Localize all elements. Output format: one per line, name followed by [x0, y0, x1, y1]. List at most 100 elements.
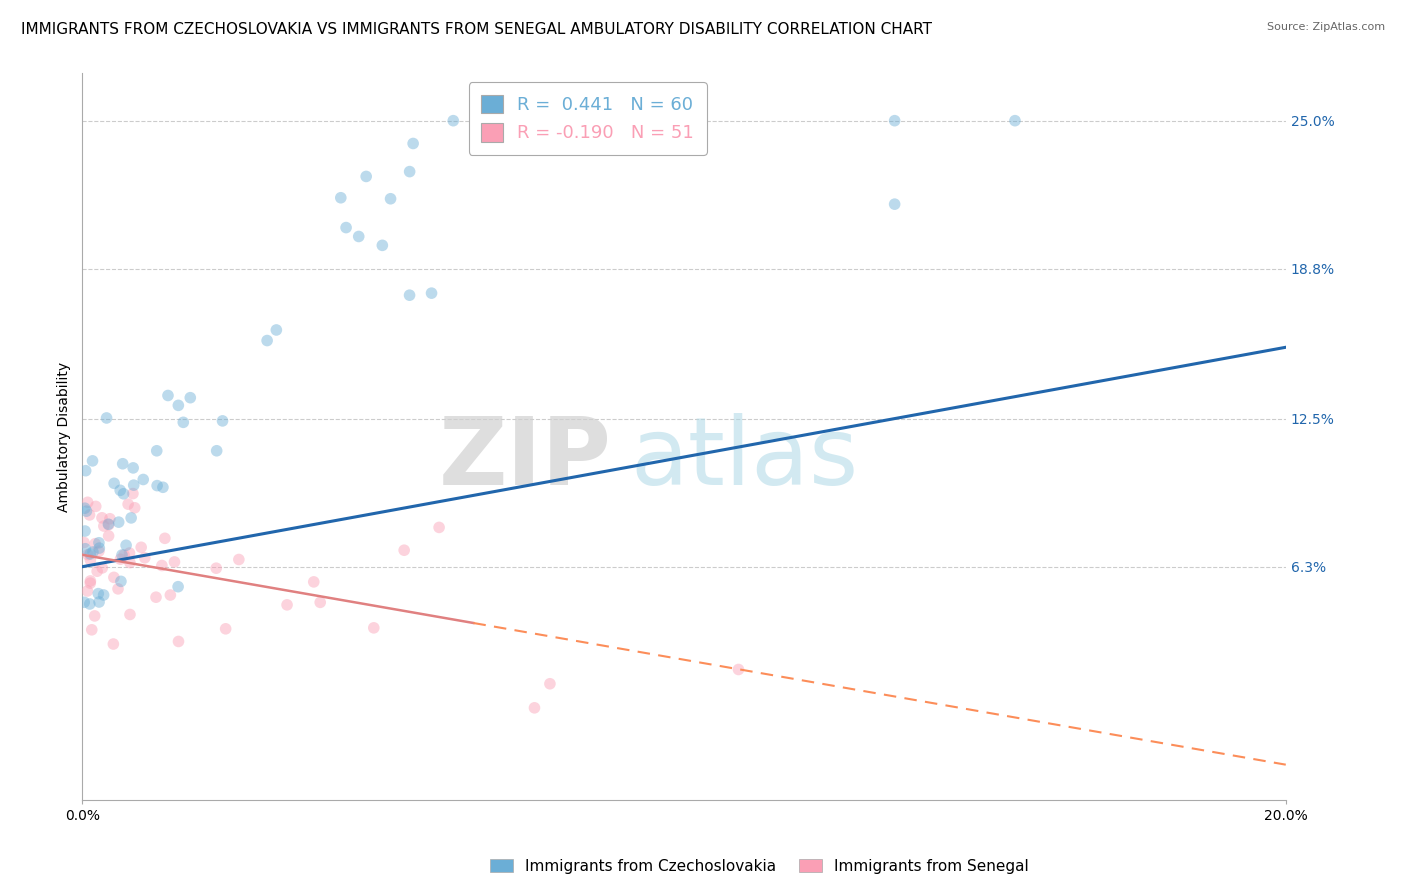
- Point: [120, 511, 142, 525]
- Point: [883, 197, 905, 211]
- Point: [93, 519, 115, 533]
- Point: [211, 414, 233, 428]
- Point: [145, 591, 167, 605]
- Point: [97, 529, 120, 543]
- Point: [103, 476, 125, 491]
- Point: [134, 550, 156, 565]
- Point: [91, 511, 114, 525]
- Point: [75, 541, 97, 556]
- Point: [398, 164, 420, 178]
- Point: [335, 220, 357, 235]
- Point: [591, 113, 613, 128]
- Point: [163, 555, 186, 569]
- Point: [523, 113, 546, 128]
- Point: [107, 582, 129, 596]
- Point: [79, 574, 101, 588]
- Point: [538, 677, 561, 691]
- Point: [110, 552, 132, 566]
- Point: [159, 588, 181, 602]
- Point: [167, 398, 190, 412]
- Text: atlas: atlas: [630, 412, 858, 505]
- Point: [122, 478, 145, 492]
- Point: [79, 553, 101, 567]
- Point: [87, 595, 110, 609]
- Point: [329, 191, 352, 205]
- Point: [167, 580, 190, 594]
- Point: [87, 587, 110, 601]
- Point: [110, 574, 132, 589]
- Point: [76, 495, 98, 509]
- Point: [87, 535, 110, 549]
- Point: [392, 543, 415, 558]
- Point: [441, 113, 464, 128]
- Point: [79, 576, 101, 591]
- Point: [76, 584, 98, 599]
- Point: [347, 229, 370, 244]
- Point: [103, 570, 125, 584]
- Y-axis label: Ambulatory Disability: Ambulatory Disability: [58, 361, 72, 512]
- Point: [122, 486, 145, 500]
- Point: [83, 609, 105, 624]
- Point: [79, 508, 101, 522]
- Point: [79, 547, 101, 561]
- Point: [103, 637, 125, 651]
- Point: [73, 595, 96, 609]
- Point: [107, 515, 129, 529]
- Point: [883, 113, 905, 128]
- Point: [363, 621, 385, 635]
- Text: ZIP: ZIP: [439, 412, 612, 505]
- Point: [75, 464, 97, 478]
- Point: [214, 622, 236, 636]
- Point: [673, 113, 696, 128]
- Point: [84, 500, 107, 514]
- Point: [156, 388, 179, 402]
- Point: [118, 607, 141, 622]
- Point: [86, 564, 108, 578]
- Point: [111, 548, 134, 562]
- Point: [309, 595, 332, 609]
- Point: [132, 473, 155, 487]
- Point: [256, 334, 278, 348]
- Point: [97, 517, 120, 532]
- Point: [73, 535, 96, 549]
- Point: [89, 541, 111, 555]
- Text: IMMIGRANTS FROM CZECHOSLOVAKIA VS IMMIGRANTS FROM SENEGAL AMBULATORY DISABILITY : IMMIGRANTS FROM CZECHOSLOVAKIA VS IMMIGR…: [21, 22, 932, 37]
- Point: [118, 546, 141, 560]
- Point: [112, 548, 135, 562]
- Point: [150, 558, 173, 573]
- Point: [380, 192, 402, 206]
- Point: [122, 461, 145, 475]
- Point: [117, 497, 139, 511]
- Point: [152, 480, 174, 494]
- Point: [727, 663, 749, 677]
- Point: [205, 443, 228, 458]
- Point: [179, 391, 201, 405]
- Point: [124, 500, 146, 515]
- Point: [398, 288, 420, 302]
- Point: [595, 113, 617, 128]
- Point: [76, 548, 98, 562]
- Point: [420, 286, 443, 301]
- Point: [146, 478, 169, 492]
- Point: [75, 504, 97, 518]
- Point: [73, 501, 96, 516]
- Point: [79, 597, 101, 611]
- Text: Source: ZipAtlas.com: Source: ZipAtlas.com: [1267, 22, 1385, 32]
- Point: [112, 487, 135, 501]
- Point: [354, 169, 377, 184]
- Point: [228, 552, 250, 566]
- Point: [111, 457, 134, 471]
- Point: [115, 538, 138, 552]
- Point: [167, 634, 190, 648]
- Point: [153, 531, 176, 545]
- Point: [82, 545, 104, 559]
- Point: [302, 574, 325, 589]
- Point: [91, 561, 114, 575]
- Point: [84, 537, 107, 551]
- Point: [205, 561, 228, 575]
- Point: [145, 443, 167, 458]
- Legend: R =  0.441   N = 60, R = -0.190   N = 51: R = 0.441 N = 60, R = -0.190 N = 51: [468, 82, 707, 155]
- Point: [93, 588, 115, 602]
- Point: [98, 512, 121, 526]
- Point: [565, 113, 588, 128]
